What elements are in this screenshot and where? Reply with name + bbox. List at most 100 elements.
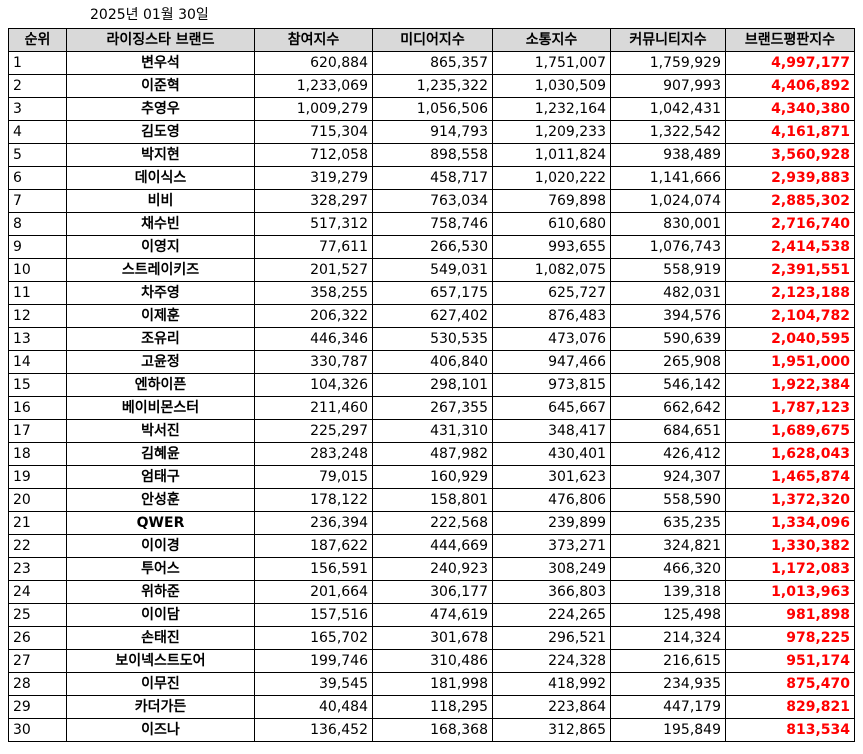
participation-cell: 39,545 xyxy=(254,672,373,696)
header-communication: 소통지수 xyxy=(492,28,611,52)
brand-reputation-cell: 4,406,892 xyxy=(725,74,855,98)
brand-name-cell: 비비 xyxy=(66,189,255,213)
community-cell: 830,001 xyxy=(610,212,726,236)
brand-reputation-cell: 2,391,551 xyxy=(725,258,855,282)
rank-cell: 1 xyxy=(8,51,67,75)
community-cell: 546,142 xyxy=(610,373,726,397)
participation-cell: 517,312 xyxy=(254,212,373,236)
community-cell: 1,024,074 xyxy=(610,189,726,213)
table-row: 22 이이경 187,622 444,669 373,271 324,821 1,330,3… xyxy=(8,534,855,558)
rank-cell: 12 xyxy=(8,304,67,328)
communication-cell: 645,667 xyxy=(492,396,611,420)
table-row: 23 투어스 156,591 240,923 308,249 466,320 1,172,0… xyxy=(8,557,855,581)
communication-cell: 1,209,233 xyxy=(492,120,611,144)
participation-cell: 77,611 xyxy=(254,235,373,259)
table-row: 25 이이담 157,516 474,619 224,265 125,498 981,898 xyxy=(8,603,855,627)
communication-cell: 224,328 xyxy=(492,649,611,673)
participation-cell: 199,746 xyxy=(254,649,373,673)
communication-cell: 418,992 xyxy=(492,672,611,696)
table-row: 1 변우석 620,884 865,357 1,751,007 1,759,929 4,99… xyxy=(8,51,855,75)
rank-cell: 17 xyxy=(8,419,67,443)
rank-cell: 11 xyxy=(8,281,67,305)
communication-cell: 430,401 xyxy=(492,442,611,466)
participation-cell: 283,248 xyxy=(254,442,373,466)
brand-name-cell: QWER xyxy=(66,511,255,535)
brand-name-cell: 박지현 xyxy=(66,143,255,167)
communication-cell: 476,806 xyxy=(492,488,611,512)
table-row: 27 보이넥스트도어 199,746 310,486 224,328 216,615 951… xyxy=(8,649,855,673)
table-row: 2 이준혁 1,233,069 1,235,322 1,030,509 907,993 4,… xyxy=(8,74,855,98)
brand-reputation-cell: 1,330,382 xyxy=(725,534,855,558)
media-cell: 222,568 xyxy=(372,511,493,535)
community-cell: 195,849 xyxy=(610,718,726,742)
media-cell: 158,801 xyxy=(372,488,493,512)
community-cell: 234,935 xyxy=(610,672,726,696)
header-community: 커뮤니티지수 xyxy=(610,28,726,52)
community-cell: 265,908 xyxy=(610,350,726,374)
rank-cell: 28 xyxy=(8,672,67,696)
brand-name-cell: 엔하이픈 xyxy=(66,373,255,397)
community-cell: 1,141,666 xyxy=(610,166,726,190)
media-cell: 657,175 xyxy=(372,281,493,305)
brand-reputation-cell: 3,560,928 xyxy=(725,143,855,167)
participation-cell: 201,527 xyxy=(254,258,373,282)
communication-cell: 993,655 xyxy=(492,235,611,259)
community-cell: 482,031 xyxy=(610,281,726,305)
communication-cell: 769,898 xyxy=(492,189,611,213)
brand-name-cell: 이이경 xyxy=(66,534,255,558)
brand-name-cell: 추영우 xyxy=(66,97,255,121)
brand-reputation-cell: 1,922,384 xyxy=(725,373,855,397)
table-row: 19 엄태구 79,015 160,929 301,623 924,307 1,465,87… xyxy=(8,465,855,489)
community-cell: 635,235 xyxy=(610,511,726,535)
brand-name-cell: 조유리 xyxy=(66,327,255,351)
media-cell: 458,717 xyxy=(372,166,493,190)
participation-cell: 446,346 xyxy=(254,327,373,351)
media-cell: 758,746 xyxy=(372,212,493,236)
media-cell: 763,034 xyxy=(372,189,493,213)
rank-cell: 5 xyxy=(8,143,67,167)
communication-cell: 973,815 xyxy=(492,373,611,397)
brand-name-cell: 채수빈 xyxy=(66,212,255,236)
table-row: 21 QWER 236,394 222,568 239,899 635,235 1,334,… xyxy=(8,511,855,535)
brand-name-cell: 베이비몬스터 xyxy=(66,396,255,420)
participation-cell: 330,787 xyxy=(254,350,373,374)
media-cell: 1,235,322 xyxy=(372,74,493,98)
community-cell: 214,324 xyxy=(610,626,726,650)
participation-cell: 236,394 xyxy=(254,511,373,535)
header-rank: 순위 xyxy=(8,28,67,52)
brand-reputation-cell: 4,997,177 xyxy=(725,51,855,75)
rank-cell: 21 xyxy=(8,511,67,535)
community-cell: 1,076,743 xyxy=(610,235,726,259)
brand-name-cell: 고윤정 xyxy=(66,350,255,374)
brand-name-cell: 이준혁 xyxy=(66,74,255,98)
participation-cell: 187,622 xyxy=(254,534,373,558)
table-row: 11 차주영 358,255 657,175 625,727 482,031 2,123,1… xyxy=(8,281,855,305)
table-header: 순위 라이징스타 브랜드 참여지수 미디어지수 소통지수 커뮤니티지수 브랜드평판지수 xyxy=(8,28,855,52)
media-cell: 865,357 xyxy=(372,51,493,75)
rank-cell: 9 xyxy=(8,235,67,259)
participation-cell: 1,009,279 xyxy=(254,97,373,121)
brand-reputation-cell: 4,340,380 xyxy=(725,97,855,121)
community-cell: 1,759,929 xyxy=(610,51,726,75)
table-row: 18 김혜윤 283,248 487,982 430,401 426,412 1,628,0… xyxy=(8,442,855,466)
rank-cell: 6 xyxy=(8,166,67,190)
brand-name-cell: 김혜윤 xyxy=(66,442,255,466)
brand-name-cell: 이이담 xyxy=(66,603,255,627)
media-cell: 266,530 xyxy=(372,235,493,259)
table-row: 4 김도영 715,304 914,793 1,209,233 1,322,542 4,16… xyxy=(8,120,855,144)
participation-cell: 104,326 xyxy=(254,373,373,397)
table-body: 1 변우석 620,884 865,357 1,751,007 1,759,929 4,99… xyxy=(8,51,855,742)
header-row: 순위 라이징스타 브랜드 참여지수 미디어지수 소통지수 커뮤니티지수 브랜드평판지수 xyxy=(8,28,855,52)
header-participation: 참여지수 xyxy=(254,28,373,52)
table-row: 5 박지현 712,058 898,558 1,011,824 938,489 3,560,… xyxy=(8,143,855,167)
table-row: 10 스트레이키즈 201,527 549,031 1,082,075 558,919 2,… xyxy=(8,258,855,282)
community-cell: 938,489 xyxy=(610,143,726,167)
rank-cell: 13 xyxy=(8,327,67,351)
media-cell: 267,355 xyxy=(372,396,493,420)
brand-name-cell: 이영지 xyxy=(66,235,255,259)
participation-cell: 136,452 xyxy=(254,718,373,742)
table-row: 8 채수빈 517,312 758,746 610,680 830,001 2,716,74… xyxy=(8,212,855,236)
table-row: 29 카더가든 40,484 118,295 223,864 447,179 829,821 xyxy=(8,695,855,719)
table-row: 20 안성훈 178,122 158,801 476,806 558,590 1,372,3… xyxy=(8,488,855,512)
